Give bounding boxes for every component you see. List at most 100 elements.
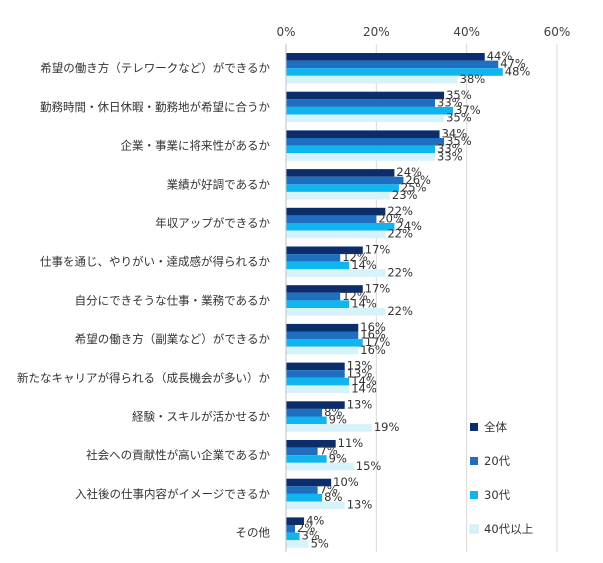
data-label: 14%	[351, 258, 377, 272]
data-label: 33%	[437, 95, 463, 109]
data-label: 7%	[320, 444, 338, 458]
category-label: 希望の働き方（副業など）ができるか	[75, 332, 271, 346]
bar	[286, 223, 395, 231]
legend-swatch	[470, 457, 478, 465]
data-label: 35%	[446, 111, 472, 125]
bar	[286, 455, 327, 463]
data-label: 14%	[351, 374, 377, 388]
x-tick-label: 60%	[544, 25, 571, 39]
bar	[286, 462, 354, 471]
bar	[286, 215, 377, 223]
data-label: 44%	[487, 49, 513, 63]
data-label: 4%	[306, 514, 324, 528]
data-label: 13%	[347, 397, 373, 411]
bar	[286, 68, 503, 76]
data-label: 34%	[442, 127, 468, 141]
bar	[286, 478, 332, 487]
data-label: 33%	[437, 142, 463, 156]
data-label: 26%	[405, 173, 431, 187]
bar	[286, 91, 445, 100]
data-label: 5%	[311, 536, 329, 550]
x-tick-label: 0%	[276, 25, 295, 39]
bar	[286, 292, 341, 301]
data-label: 20%	[378, 212, 404, 226]
data-label: 13%	[347, 498, 373, 512]
bar	[286, 300, 350, 308]
category-label: 業績が好調であるか	[167, 177, 271, 191]
bar	[286, 540, 309, 548]
x-tick-label: 40%	[453, 25, 480, 39]
bar	[286, 346, 359, 355]
axes: 0% 20% 40% 60%	[276, 25, 570, 552]
data-label: 22%	[387, 227, 413, 241]
category-label: 希望の働き方（テレワークなど）ができるか	[40, 61, 270, 75]
bar	[286, 285, 363, 293]
data-label: 35%	[446, 134, 472, 148]
bar	[286, 339, 363, 347]
data-label: 9%	[329, 413, 347, 427]
bar	[286, 184, 399, 192]
data-label: 11%	[338, 436, 364, 450]
bar	[286, 169, 395, 177]
bar	[286, 207, 386, 216]
data-label: 17%	[365, 281, 391, 295]
data-label: 13%	[347, 359, 373, 373]
bar	[286, 191, 390, 200]
bar	[286, 130, 440, 138]
bar	[286, 269, 386, 277]
data-label: 13%	[347, 366, 373, 380]
bar	[286, 447, 318, 456]
category-label: 経験・スキルが活かせるか	[132, 410, 270, 424]
legend: 全体 20代 30代 40代以上	[469, 420, 533, 536]
category-label: 仕事を通じ、やりがい・達成感が得られるか	[40, 255, 270, 269]
legend-label: 40代以上	[484, 522, 533, 536]
bar	[286, 493, 323, 502]
x-tick-label: 20%	[363, 25, 390, 39]
bar	[286, 106, 454, 115]
data-label: 8%	[324, 405, 342, 419]
data-label: 35%	[446, 88, 472, 102]
labels: 希望の働き方（テレワークなど）ができるか 44%47%48% 38% 勤務時間・休日休…	[17, 49, 530, 550]
category-label: 勤務時間・休日休暇・勤務地が希望に合うか	[40, 100, 270, 114]
bar	[286, 230, 386, 239]
bar	[286, 440, 336, 448]
category-label: 企業・事業に将来性があるか	[121, 139, 271, 153]
data-label: 9%	[329, 451, 347, 465]
category-label: 自分にできそうな仕事・業務であるか	[75, 293, 271, 307]
data-label: 22%	[387, 204, 413, 218]
data-label: 22%	[387, 265, 413, 279]
data-label: 22%	[387, 304, 413, 318]
data-label: 17%	[365, 243, 391, 257]
bar	[286, 145, 436, 154]
bar	[286, 323, 359, 332]
data-label: 2%	[297, 521, 315, 535]
bar	[286, 370, 345, 378]
data-label: 38%	[460, 72, 486, 86]
bar	[286, 138, 445, 146]
category-label: その他	[236, 526, 271, 540]
bar	[286, 385, 350, 393]
legend-swatch	[470, 423, 478, 431]
bar	[286, 53, 485, 61]
data-label: 14%	[351, 297, 377, 311]
data-label: 14%	[351, 382, 377, 396]
bar	[286, 525, 296, 533]
data-label: 12%	[342, 250, 368, 264]
bar	[286, 60, 499, 69]
data-label: 24%	[396, 165, 422, 179]
bar	[286, 254, 341, 262]
bar	[286, 416, 327, 425]
bar	[286, 246, 363, 255]
category-label: 入社後の仕事内容がイメージできるか	[75, 487, 271, 501]
data-label: 37%	[455, 103, 481, 117]
bar	[286, 486, 318, 494]
data-label: 25%	[401, 180, 427, 194]
data-label: 47%	[500, 57, 526, 71]
data-label: 12%	[342, 289, 368, 303]
category-label: 社会への貢献性が高い企業であるか	[86, 448, 270, 462]
legend-swatch	[469, 524, 479, 534]
data-label: 24%	[396, 219, 422, 233]
legend-label: 20代	[484, 454, 511, 468]
